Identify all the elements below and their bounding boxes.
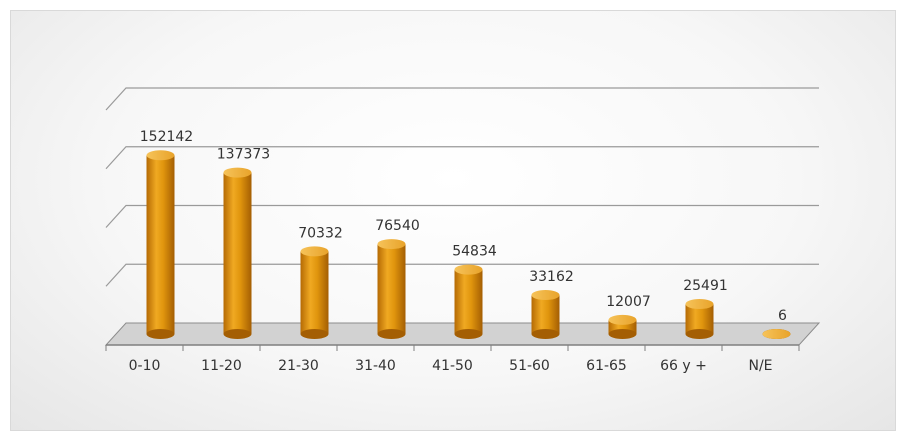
bar-top (608, 314, 637, 325)
bar-top (223, 167, 252, 178)
bar-base (454, 329, 483, 339)
data-label: 12007 (606, 294, 651, 310)
bar (300, 246, 329, 339)
bar-base (531, 329, 560, 339)
x-tick-label: 66 y + (660, 358, 707, 374)
bar-base (377, 329, 406, 339)
bar-body (300, 251, 329, 334)
bar-body (531, 295, 560, 334)
x-tick-label: 31-40 (355, 358, 396, 374)
bar (762, 328, 791, 339)
bar-body (454, 269, 483, 334)
chart-area: 152142 137373 70332 76540 54834 33162 12007 254… (10, 10, 896, 431)
bar (685, 299, 714, 339)
x-tick-label: 0-10 (129, 358, 161, 374)
bar-top (531, 290, 560, 301)
gridline (105, 146, 819, 170)
x-tick-label: N/E (748, 358, 772, 374)
bar-body (223, 172, 252, 334)
data-label: 76540 (375, 218, 420, 234)
x-tick-label: 41-50 (432, 358, 473, 374)
data-label: 137373 (217, 147, 270, 163)
bar-body (377, 244, 406, 334)
bar-base (146, 329, 175, 339)
bar-chart: 152142 137373 70332 76540 54834 33162 12007 254… (104, 87, 821, 374)
data-label: 6 (778, 308, 787, 324)
data-label: 33162 (529, 269, 574, 285)
x-tick-label: 21-30 (278, 358, 319, 374)
gridline (105, 204, 819, 228)
bar (223, 167, 252, 339)
bar-base (685, 329, 714, 339)
data-label: 25491 (683, 278, 728, 294)
bar-top (454, 264, 483, 275)
bar-top (300, 246, 329, 257)
gridline (105, 87, 819, 111)
bar-top (377, 239, 406, 250)
bar (454, 264, 483, 339)
data-label: 152142 (140, 129, 193, 145)
bar-base (300, 329, 329, 339)
bar-top (762, 328, 791, 339)
bar (377, 239, 406, 339)
x-tick-label: 61-65 (586, 358, 627, 374)
bar (608, 314, 637, 339)
bar (146, 150, 175, 339)
gridline (105, 263, 819, 287)
bar (531, 290, 560, 339)
x-tick-label: 11-20 (201, 358, 242, 374)
bar-body (146, 155, 175, 334)
bar-base (608, 329, 637, 339)
x-tick-label: 51-60 (509, 358, 550, 374)
bar-top (685, 299, 714, 310)
data-label: 70332 (298, 225, 343, 241)
data-label: 54834 (452, 244, 497, 260)
bar-top (146, 150, 175, 161)
bar-base (223, 329, 252, 339)
